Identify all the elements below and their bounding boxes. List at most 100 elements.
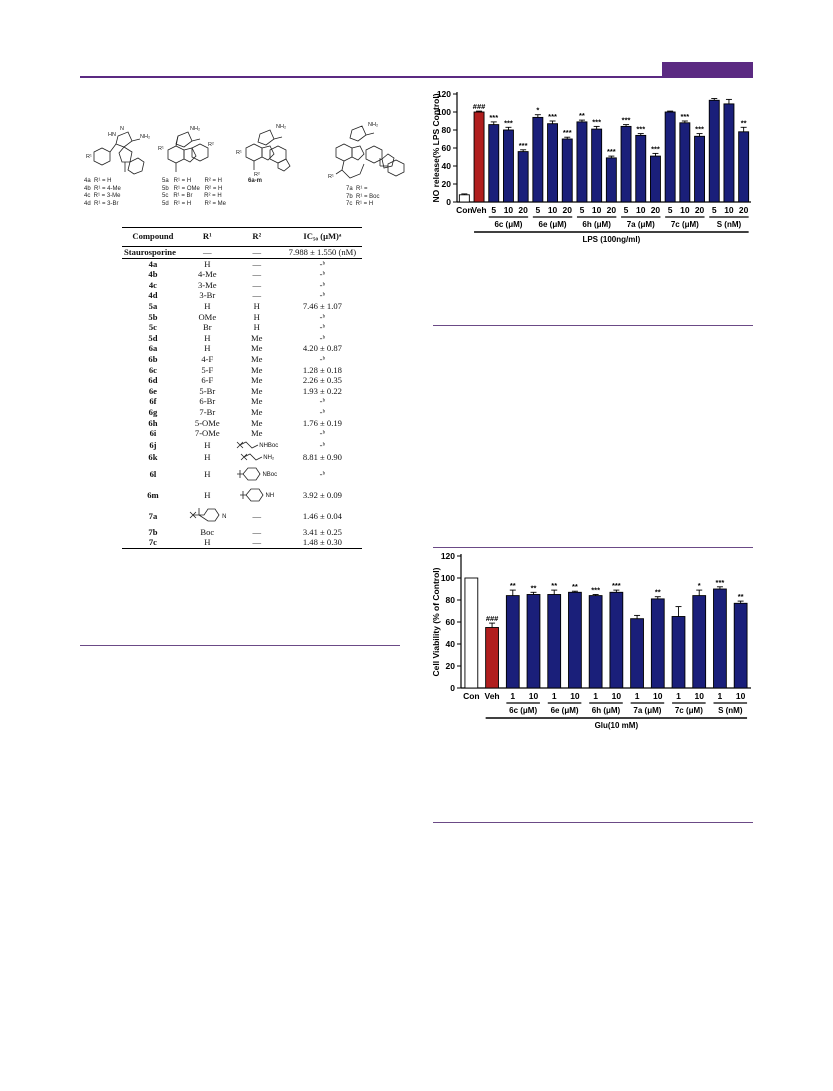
x-tick-label: 1	[635, 691, 640, 701]
x-tick-label: 10	[653, 691, 663, 701]
x-tick-label: 20	[518, 205, 528, 215]
y-tick-label: 40	[442, 161, 452, 171]
table-header: Compound	[122, 227, 184, 247]
bar	[635, 134, 647, 203]
group-label: 7a (μM)	[633, 706, 661, 715]
bar	[576, 121, 588, 203]
x-tick-label: 1	[718, 691, 723, 701]
x-tick-label: 5	[491, 205, 496, 215]
ic50-cell: 1.48 ± 0.30	[282, 537, 362, 550]
table-row: 4d 3-Br — -ᵇ	[122, 290, 362, 301]
cell-viability-chart: 0 20 40 60 80 100 120 Cell Viability (% of Cont…	[431, 552, 756, 770]
group-label: 7c (μM)	[671, 220, 699, 229]
table-row: 7a N — 1.46 ± 0.04	[122, 506, 362, 527]
bar	[485, 627, 499, 689]
r2-cell: NBoc	[231, 464, 283, 485]
r2-cell: Me	[251, 364, 263, 375]
ic50-table: Compound R¹ R² IC₅₀ (μM)ᵃ Staurosporine —…	[122, 227, 362, 550]
group-label: 6c (μM)	[494, 220, 522, 229]
bar	[547, 123, 558, 203]
treatment-label: Glu(10 mM)	[595, 721, 639, 730]
significance-label: **	[531, 583, 537, 592]
table-row: 6j H NHBoc -ᵇ	[122, 439, 362, 452]
r2-cell: Me	[251, 406, 263, 417]
significance-label: *	[698, 581, 701, 590]
y-tick-label: 100	[441, 573, 455, 583]
table-row: 6f 6-Br Me -ᵇ	[122, 396, 362, 407]
significance-label: ***	[716, 578, 725, 587]
bar	[708, 99, 720, 203]
significance-label: ***	[591, 586, 600, 595]
header-accent-bar	[662, 62, 753, 76]
bar	[605, 157, 617, 203]
significance-label: *	[536, 106, 539, 115]
significance-label: **	[551, 581, 557, 590]
compound-cell: 6d	[148, 375, 158, 386]
x-tick-label: 10	[570, 691, 580, 701]
table-row: 6m H NH 3.92 ± 0.09	[122, 485, 362, 506]
significance-label: ***	[489, 113, 498, 122]
x-tick-label: 10	[724, 205, 734, 215]
y-tick-label: 100	[437, 107, 451, 117]
r1-cell: H	[204, 490, 211, 501]
treatment-label: LPS (100ng/ml)	[582, 235, 640, 244]
table-row: 6b 4-F Me -ᵇ	[122, 354, 362, 365]
structure-6-caption: 6a-m	[248, 178, 263, 184]
r2-cell: NHBoc	[231, 439, 283, 452]
compound-cell: 6b	[148, 353, 158, 364]
table-row: 6k H NH₂ 8.81 ± 0.90	[122, 451, 362, 464]
significance-label: ***	[548, 112, 557, 121]
significance-label: ***	[622, 116, 631, 125]
bar	[561, 138, 573, 203]
group-label: 7c (μM)	[675, 706, 703, 715]
substituent-label: NBoc	[262, 472, 278, 479]
r2-cell: —	[230, 537, 283, 550]
x-tick-label: Con	[456, 205, 473, 215]
substituent-label: N	[222, 514, 227, 521]
bar	[609, 591, 624, 689]
x-tick-label: 10	[548, 205, 558, 215]
compound-cell: 6a	[148, 343, 158, 354]
r1-cell: H	[204, 439, 211, 450]
group-label: 6e (μM)	[539, 220, 567, 229]
table-row: 4a H — -ᵇ	[122, 258, 362, 269]
compound-cell: 6m	[147, 490, 159, 501]
significance-label: ***	[504, 118, 513, 127]
significance-label: ***	[651, 144, 660, 153]
r2-cell: —	[252, 269, 262, 280]
ic50-cell: 3.92 ± 0.09	[302, 490, 342, 501]
bar	[671, 616, 686, 689]
r2-cell: Me	[251, 417, 263, 428]
substituent-structure	[240, 453, 263, 461]
bar	[464, 577, 479, 689]
ic50-cell: 1.46 ± 0.04	[302, 511, 342, 522]
group-label: 6h (μM)	[592, 706, 621, 715]
table-row: 5c Br H -ᵇ	[122, 322, 362, 333]
svg-text:NH₂: NH₂	[190, 126, 200, 132]
table-header: R¹	[183, 227, 231, 247]
x-tick-label: 5	[535, 205, 540, 215]
r2-cell: Me	[251, 375, 263, 386]
r1-cell: H	[204, 469, 211, 480]
x-tick-label: 1	[510, 691, 515, 701]
x-tick-label: 20	[695, 205, 705, 215]
x-tick-label: 1	[593, 691, 598, 701]
svg-text:R¹: R¹	[158, 146, 164, 152]
significance-label: ###	[473, 102, 486, 111]
y-tick-label: 60	[442, 143, 452, 153]
left-divider	[80, 645, 400, 646]
y-tick-label: 20	[442, 179, 452, 189]
significance-label: ***	[563, 128, 572, 137]
significance-label: ***	[592, 117, 601, 126]
header-rule	[80, 76, 753, 78]
compound-cell: 4a	[148, 258, 158, 269]
x-tick-label: 10	[592, 205, 602, 215]
r2-cell: Me	[251, 353, 263, 364]
bar	[664, 111, 676, 203]
structure-4-caption: 4a R¹ = H 4b R¹ = 4-Me 4c R¹ = 3-Me 4d R…	[84, 178, 121, 207]
r2-cell: NH	[231, 485, 283, 506]
compound-cell: 5d	[148, 332, 158, 343]
r1-cell: Boc	[200, 526, 215, 537]
r1-cell: 4-F	[201, 353, 214, 364]
